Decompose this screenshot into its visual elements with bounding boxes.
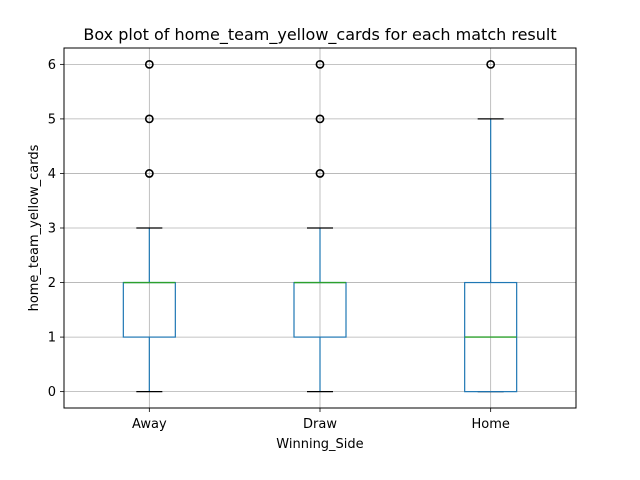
y-tick-label: 0 bbox=[48, 385, 56, 400]
outlier-point bbox=[144, 169, 154, 178]
y-tick-label: 5 bbox=[48, 112, 56, 127]
box-group-home bbox=[464, 59, 518, 393]
x-tick-label: Away bbox=[132, 417, 167, 432]
x-axis-label: Winning_Side bbox=[276, 437, 363, 452]
y-tick-label: 4 bbox=[48, 167, 56, 182]
y-axis-label: home_team_yellow_cards bbox=[27, 144, 42, 311]
x-tick-label: Draw bbox=[303, 417, 337, 432]
data-layer bbox=[122, 59, 518, 393]
outlier-point bbox=[315, 169, 325, 178]
outlier-point bbox=[315, 114, 325, 124]
x-tick-label: Home bbox=[471, 417, 509, 432]
y-tick-label: 2 bbox=[48, 276, 56, 291]
tick-layer: 0 1 2 3 4 5 6 Away Draw Home bbox=[48, 58, 510, 432]
y-tick-label: 3 bbox=[48, 222, 56, 237]
chart-title: Box plot of home_team_yellow_cards for e… bbox=[83, 25, 556, 45]
y-tick-label: 6 bbox=[48, 58, 56, 73]
outlier-point bbox=[144, 114, 154, 124]
box-group-draw bbox=[293, 59, 347, 393]
outlier-point bbox=[315, 59, 325, 69]
box-group-away bbox=[122, 59, 176, 393]
outlier-point bbox=[486, 59, 496, 69]
y-tick-label: 1 bbox=[48, 331, 56, 346]
outlier-point bbox=[144, 59, 154, 69]
